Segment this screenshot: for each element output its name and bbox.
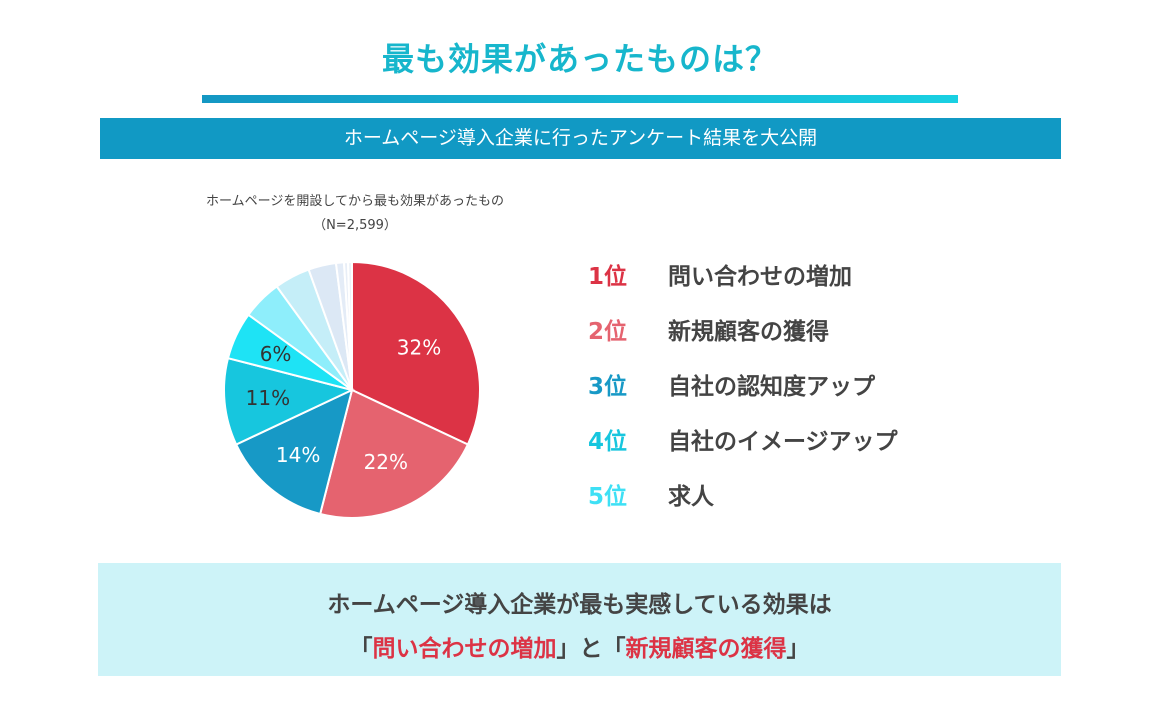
rank-number: 2位	[588, 319, 628, 345]
ranking-item: 2位 新規顧客の獲得	[588, 315, 829, 349]
highlight-1: 問い合わせの増加	[372, 636, 557, 662]
bracket: 「	[349, 636, 373, 662]
chart-subtitle: （N=2,599）	[313, 218, 397, 233]
pie-slice	[346, 260, 353, 391]
summary-line1: ホームページ導入企業が最も実感している効果は	[327, 592, 832, 618]
connector: 」と「	[556, 636, 626, 662]
ranking-item: 3位 自社の認知度アップ	[588, 370, 875, 404]
rank-label: 求人	[668, 484, 714, 510]
rank-label: 自社のイメージアップ	[668, 429, 898, 455]
slice-label: 14%	[276, 443, 320, 467]
rank-number: 3位	[588, 374, 628, 400]
summary-box: ホームページ導入企業が最も実感している効果は 「問い合わせの増加」と「新規顧客の…	[98, 563, 1061, 676]
bracket: 」	[786, 636, 810, 662]
slice-label: 11%	[246, 386, 290, 410]
pie-slice	[234, 388, 354, 516]
highlight-2: 新規顧客の獲得	[625, 636, 787, 662]
pie-slice	[351, 260, 481, 446]
ranking-item: 1位 問い合わせの増加	[588, 260, 852, 294]
pie-slice	[223, 356, 355, 446]
slice-label: 32%	[397, 335, 441, 359]
chart-title: ホームページを開設してから最も効果があったもの	[206, 194, 504, 209]
slice-label: 22%	[364, 450, 408, 474]
slice-label: 6%	[260, 342, 292, 366]
rank-label: 新規顧客の獲得	[668, 319, 829, 345]
page-title: 最も効果があったものは？	[381, 40, 778, 78]
rank-number: 5位	[588, 484, 628, 510]
ranking-item: 4位 自社のイメージアップ	[588, 425, 898, 459]
banner: ホームページ導入企業に行ったアンケート結果を大公開	[100, 118, 1061, 159]
summary-line2: 「問い合わせの増加」と「新規顧客の獲得」	[98, 629, 1061, 663]
ranking-item: 5位 求人	[588, 480, 714, 514]
pie-slice	[318, 388, 470, 519]
rank-number: 1位	[588, 264, 628, 290]
rank-label: 問い合わせの増加	[668, 264, 852, 290]
title-underline	[202, 95, 958, 103]
rank-number: 4位	[588, 429, 628, 455]
pie-chart: 32% 22% 14% 11% 6%	[223, 260, 481, 519]
rank-label: 自社の認知度アップ	[668, 374, 875, 400]
